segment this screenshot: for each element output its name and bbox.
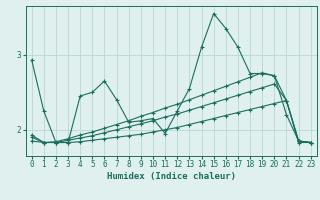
X-axis label: Humidex (Indice chaleur): Humidex (Indice chaleur) <box>107 172 236 181</box>
